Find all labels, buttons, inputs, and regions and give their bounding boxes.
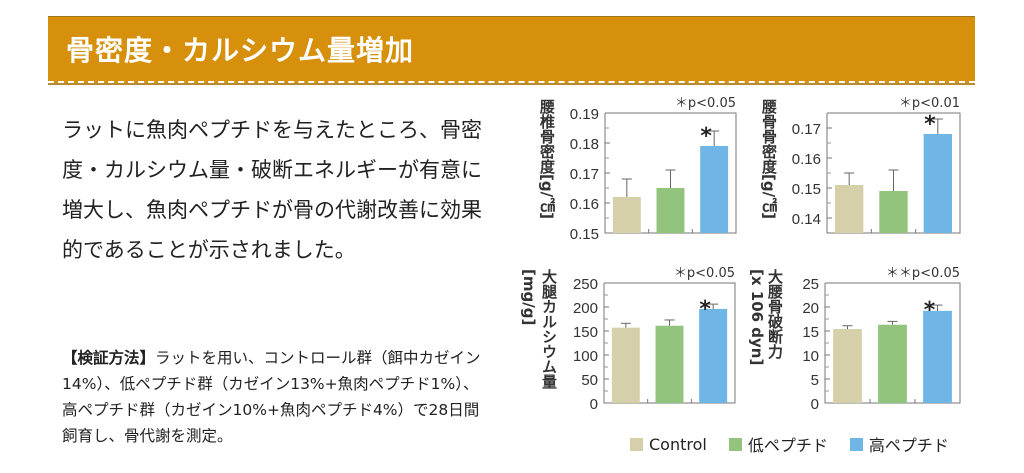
bar-Control bbox=[612, 197, 641, 233]
significance-mark: * bbox=[924, 112, 936, 137]
legend-swatch bbox=[728, 437, 742, 451]
legend-swatch bbox=[630, 437, 643, 451]
bar-Control bbox=[833, 329, 862, 403]
bar-Control bbox=[834, 185, 864, 233]
significance-note: ＊p<0.05 bbox=[674, 266, 735, 281]
legend-item-low: 低ペプチド bbox=[728, 432, 828, 456]
method-label: 【検証方法】 bbox=[62, 349, 156, 367]
y-axis-unit: [x 106 dyn] bbox=[748, 269, 766, 365]
y-tick-label: 15 bbox=[802, 324, 819, 341]
bar-低ペプチド bbox=[656, 188, 685, 233]
y-axis-label: 腰椎骨密度[g/㎠] bbox=[538, 99, 556, 219]
y-tick-label: 0 bbox=[811, 396, 819, 413]
bar-高ペプチド bbox=[923, 134, 953, 233]
y-tick-label: 0.14 bbox=[792, 211, 821, 228]
bar-Control bbox=[611, 327, 640, 403]
y-axis-unit: [mg/g] bbox=[520, 269, 538, 325]
legend-label: 高ペプチド bbox=[868, 436, 949, 455]
bar-低ペプチド bbox=[878, 324, 907, 403]
y-tick-label: 10 bbox=[802, 348, 819, 365]
legend-swatch bbox=[849, 437, 863, 451]
y-tick-label: 20 bbox=[802, 300, 819, 317]
significance-note: ＊p<0.01 bbox=[899, 96, 960, 111]
significance-mark: * bbox=[699, 297, 711, 322]
y-axis-label: 腰骨骨密度[g/㎠] bbox=[760, 99, 778, 219]
section-header: 骨密度・カルシウム量増加 bbox=[48, 16, 975, 83]
bar-高ペプチド bbox=[923, 310, 952, 403]
significance-note: ＊p<0.05 bbox=[675, 96, 736, 111]
legend: Control 低ペプチド 高ペプチド bbox=[630, 432, 949, 456]
y-tick-label: 150 bbox=[573, 324, 598, 341]
y-tick-label: 5 bbox=[811, 372, 819, 389]
y-tick-label: 0.19 bbox=[570, 106, 599, 123]
y-tick-label: 0 bbox=[590, 396, 598, 413]
y-tick-label: 50 bbox=[581, 372, 598, 389]
y-tick-label: 25 bbox=[802, 276, 819, 293]
y-tick-label: 250 bbox=[573, 276, 598, 293]
y-tick-label: 0.15 bbox=[570, 226, 599, 243]
plot-frame bbox=[826, 112, 961, 234]
bar-高ペプチド bbox=[699, 308, 728, 403]
bar-高ペプチド bbox=[700, 146, 729, 233]
method-text: 【検証方法】ラットを用い、コントロール群（餌中カゼイン14%）、低ペプチド群（カ… bbox=[62, 345, 492, 449]
legend-item-high: 高ペプチド bbox=[849, 432, 949, 456]
section-title: 骨密度・カルシウム量増加 bbox=[66, 34, 415, 67]
y-tick-label: 200 bbox=[573, 300, 598, 317]
y-tick-label: 0.16 bbox=[570, 196, 599, 213]
lead-text: ラットに魚肉ペプチドを与えたところ、骨密度・カルシウム量・破断エネルギーが有意に… bbox=[62, 118, 482, 262]
legend-label: Control bbox=[649, 434, 707, 454]
significance-note: ＊＊p<0.05 bbox=[886, 266, 960, 281]
plot-frame bbox=[604, 112, 737, 234]
y-tick-label: 0.17 bbox=[570, 166, 599, 183]
bar-低ペプチド bbox=[655, 325, 684, 403]
significance-mark: * bbox=[924, 298, 936, 323]
legend-item-control: Control bbox=[630, 435, 707, 454]
y-tick-label: 0.18 bbox=[570, 136, 599, 153]
plot-frame bbox=[824, 282, 961, 404]
method-body: ラットを用い、コントロール群（餌中カゼイン14%）、低ペプチド群（カゼイン13%… bbox=[62, 349, 481, 445]
y-tick-label: 0.17 bbox=[792, 121, 821, 138]
legend-label: 低ペプチド bbox=[747, 436, 828, 455]
y-axis-label: 大腰骨破断力 bbox=[766, 268, 784, 360]
plot-frame bbox=[603, 282, 736, 404]
y-tick-label: 100 bbox=[573, 348, 598, 365]
y-tick-label: 0.16 bbox=[792, 151, 821, 168]
y-tick-label: 0.15 bbox=[792, 181, 821, 198]
bar-低ペプチド bbox=[879, 191, 908, 233]
y-axis-label: 大腿カルシウム量 bbox=[540, 268, 558, 389]
significance-mark: * bbox=[700, 124, 712, 149]
